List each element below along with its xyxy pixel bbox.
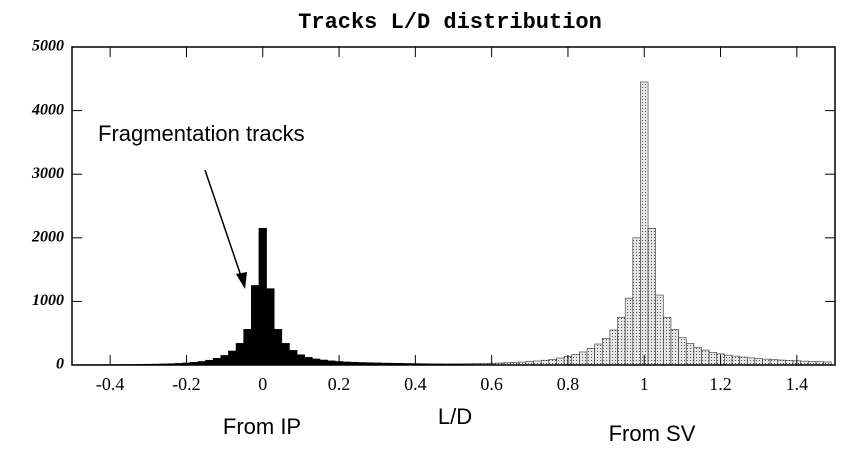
- bar: [296, 354, 306, 366]
- bar: [746, 357, 756, 366]
- bar: [693, 346, 702, 366]
- bar: [273, 329, 283, 366]
- x-axis-label: L/D: [438, 404, 472, 429]
- bar: [609, 329, 618, 366]
- bar: [754, 358, 763, 366]
- y-tick-label: 1000: [32, 292, 64, 309]
- bar: [228, 350, 237, 366]
- bar: [556, 357, 565, 366]
- bar: [678, 337, 687, 366]
- bar: [663, 316, 672, 366]
- bar: [258, 227, 267, 366]
- chart-title: Tracks L/D distribution: [298, 10, 602, 35]
- bar: [594, 343, 603, 366]
- bar: [708, 351, 718, 366]
- bar: [243, 329, 252, 366]
- x-tick-label: -0.4: [96, 374, 125, 394]
- x-tick-label: -0.2: [172, 374, 201, 394]
- y-tick-label: 4000: [31, 101, 64, 118]
- bar: [739, 356, 748, 366]
- x-tick-label: 0.8: [557, 374, 580, 394]
- bar: [769, 359, 779, 366]
- x-tick-label: 0.6: [480, 374, 503, 394]
- bar: [724, 354, 733, 366]
- annotation: Fragmentation tracks: [98, 121, 305, 146]
- x-tick-label: 1: [640, 374, 649, 394]
- bar: [670, 329, 679, 366]
- x-tick-label: 0.2: [328, 374, 351, 394]
- bar: [624, 297, 634, 366]
- bar: [251, 285, 260, 366]
- bar: [579, 351, 588, 366]
- bar: [731, 355, 740, 366]
- region-label: From IP: [223, 414, 301, 439]
- bar: [235, 343, 244, 366]
- y-tick-label: 0: [56, 356, 64, 373]
- bar: [281, 343, 290, 366]
- bar: [617, 316, 626, 366]
- bar: [586, 348, 595, 366]
- arrow-head: [236, 272, 247, 289]
- bar: [304, 357, 313, 366]
- y-tick-label: 2000: [31, 228, 64, 245]
- x-tick-label: 0.4: [404, 374, 427, 394]
- bar: [601, 337, 611, 366]
- region-label: From SV: [609, 421, 696, 446]
- bar: [220, 355, 229, 366]
- y-tick-label: 5000: [32, 38, 64, 55]
- bar: [632, 237, 641, 366]
- bars: [75, 81, 832, 366]
- bar: [289, 350, 298, 366]
- bar: [640, 81, 649, 366]
- bar: [701, 349, 710, 366]
- bar: [266, 288, 275, 366]
- x-tick-label: 1.2: [709, 374, 732, 394]
- frame: [71, 46, 836, 366]
- x-tick-label: 0: [258, 374, 267, 394]
- bar: [647, 227, 656, 366]
- bar: [571, 354, 580, 366]
- bar: [212, 358, 222, 366]
- y-tick-label: 3000: [31, 165, 64, 182]
- arrow-line: [204, 169, 244, 283]
- x-tick-label: 1.4: [786, 374, 809, 394]
- bar: [548, 358, 557, 366]
- bar: [312, 358, 321, 366]
- bar: [655, 294, 664, 366]
- bar: [762, 358, 771, 366]
- bar: [685, 343, 695, 366]
